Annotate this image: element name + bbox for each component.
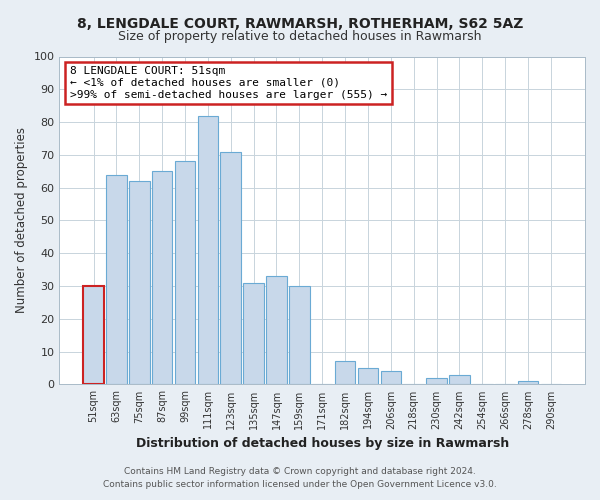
Bar [426, 378, 447, 384]
Bar [129, 181, 149, 384]
X-axis label: Distribution of detached houses by size in Rawmarsh: Distribution of detached houses by size … [136, 437, 509, 450]
Bar [175, 162, 196, 384]
Bar [106, 174, 127, 384]
Text: Contains HM Land Registry data © Crown copyright and database right 2024.
Contai: Contains HM Land Registry data © Crown c… [103, 467, 497, 489]
Bar [518, 381, 538, 384]
Bar [358, 368, 378, 384]
Bar [152, 172, 172, 384]
Y-axis label: Number of detached properties: Number of detached properties [15, 128, 28, 314]
Bar [83, 286, 104, 384]
Bar [449, 374, 470, 384]
Text: 8 LENGDALE COURT: 51sqm
← <1% of detached houses are smaller (0)
>99% of semi-de: 8 LENGDALE COURT: 51sqm ← <1% of detache… [70, 66, 387, 100]
Bar [335, 362, 355, 384]
Bar [380, 372, 401, 384]
Bar [197, 116, 218, 384]
Text: 8, LENGDALE COURT, RAWMARSH, ROTHERHAM, S62 5AZ: 8, LENGDALE COURT, RAWMARSH, ROTHERHAM, … [77, 18, 523, 32]
Bar [289, 286, 310, 384]
Bar [220, 152, 241, 384]
Bar [266, 276, 287, 384]
Text: Size of property relative to detached houses in Rawmarsh: Size of property relative to detached ho… [118, 30, 482, 43]
Bar [244, 283, 264, 384]
